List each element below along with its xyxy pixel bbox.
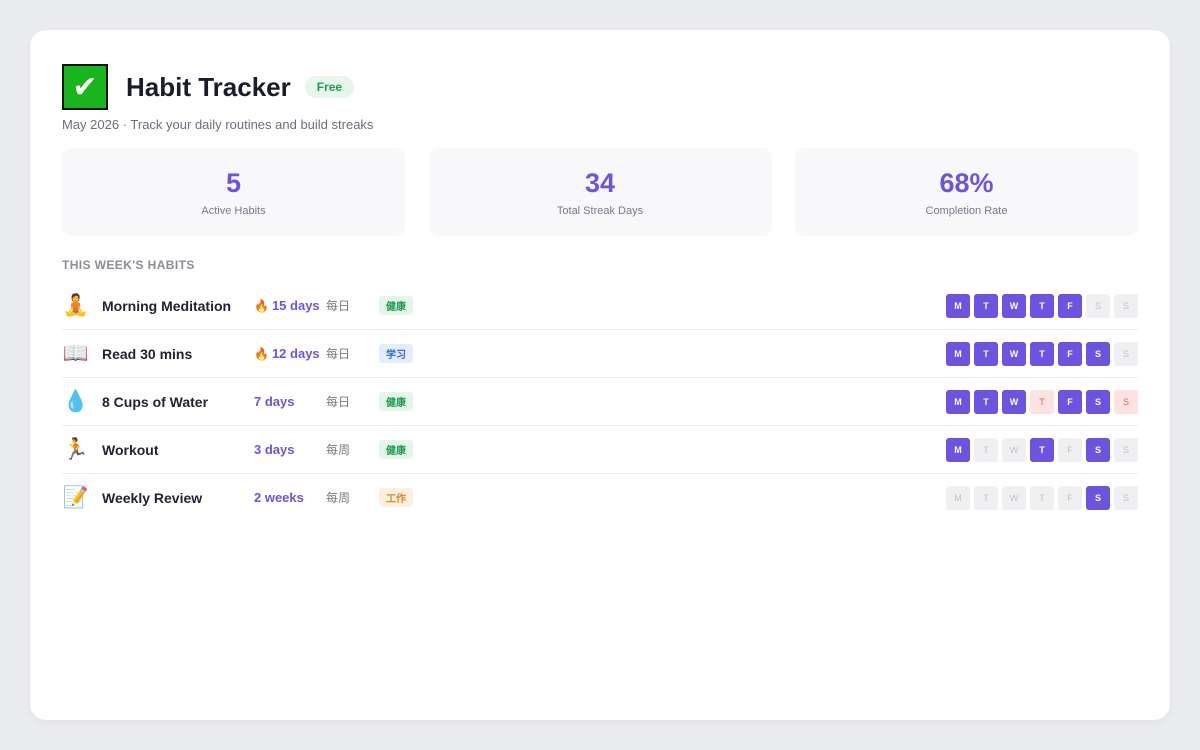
habit-streak: 7 days xyxy=(254,394,294,409)
habit-icon: 📝 xyxy=(62,485,90,509)
streak-value: 12 days xyxy=(271,346,320,361)
day-cell[interactable]: S xyxy=(1114,437,1138,462)
habit-row[interactable]: 🧘 Morning Meditation 🔥 15 days 每日 健康 M T W T F S S xyxy=(62,282,1138,330)
stat-label: Active Habits xyxy=(201,205,266,217)
stats: 5 Active Habits 34 Total Streak Days 68% Comp… xyxy=(62,148,1138,236)
habit-row[interactable]: 📝 Weekly Review 2 weeks 每周 工作 M T W T F S S xyxy=(62,474,1138,521)
day-cell[interactable]: T xyxy=(974,389,998,414)
stat-label: Completion Rate xyxy=(925,205,1008,217)
habit-frequency: 每日 xyxy=(326,395,351,409)
day-cell[interactable]: T xyxy=(1030,293,1054,318)
stat-value: 5 xyxy=(225,168,242,198)
day-cell[interactable]: S xyxy=(1114,485,1138,510)
header: ✔ Habit Tracker Free xyxy=(62,64,355,110)
habit-frequency: 每日 xyxy=(326,299,351,313)
day-cell[interactable]: W xyxy=(1002,293,1026,318)
streak-value: 3 days xyxy=(254,442,295,457)
day-cell[interactable]: F xyxy=(1058,485,1082,510)
day-cell[interactable]: F xyxy=(1058,437,1082,462)
habit-tag: 健康 xyxy=(379,392,413,411)
habit-streak: 🔥 12 days xyxy=(254,346,320,361)
day-cell[interactable]: S xyxy=(1086,293,1110,318)
day-cell[interactable]: T xyxy=(974,341,998,366)
day-cell[interactable]: S xyxy=(1086,485,1110,510)
day-cell[interactable]: M xyxy=(946,389,970,414)
streak-flame: 🔥 xyxy=(254,347,269,361)
habit-streak: 2 weeks xyxy=(254,490,304,505)
day-cell[interactable]: M xyxy=(946,341,970,366)
habit-row[interactable]: 🏃 Workout 3 days 每周 健康 M T W T F S S xyxy=(62,426,1138,474)
day-cell[interactable]: T xyxy=(974,293,998,318)
stat-card: 34 Total Streak Days xyxy=(428,148,772,236)
stat-value: 68% xyxy=(939,168,994,198)
habit-frequency: 每周 xyxy=(326,443,351,457)
habit-name: 8 Cups of Water xyxy=(102,393,209,410)
section-title: THIS WEEK'S HABITS xyxy=(62,258,195,272)
habit-name: Weekly Review xyxy=(102,489,203,506)
stat-card: 5 Active Habits xyxy=(62,148,405,236)
day-cell[interactable]: T xyxy=(1030,341,1054,366)
streak-value: 15 days xyxy=(271,298,320,313)
day-cell[interactable]: T xyxy=(1030,389,1054,414)
day-cell[interactable]: S xyxy=(1086,389,1110,414)
habit-tag: 工作 xyxy=(379,488,413,507)
day-cell[interactable]: W xyxy=(1002,389,1026,414)
plan-badge: Free xyxy=(304,76,355,98)
day-cell[interactable]: F xyxy=(1058,341,1082,366)
day-cell[interactable]: S xyxy=(1086,437,1110,462)
day-cell[interactable]: M xyxy=(946,437,970,462)
habit-row[interactable]: 💧 8 Cups of Water 7 days 每日 健康 M T W T F S S xyxy=(62,378,1138,426)
habit-tag: 健康 xyxy=(379,440,413,459)
day-cell[interactable]: T xyxy=(1030,437,1054,462)
streak-value: 7 days xyxy=(254,394,295,409)
subtitle: May 2026 · Track your daily routines and… xyxy=(62,117,374,132)
stat-value: 34 xyxy=(584,168,616,198)
habit-frequency: 每周 xyxy=(326,491,351,505)
day-cell[interactable]: S xyxy=(1114,389,1138,414)
habit-tag: 学习 xyxy=(379,344,413,363)
day-cell[interactable]: W xyxy=(1002,437,1026,462)
day-cell[interactable]: S xyxy=(1114,293,1138,318)
day-cell[interactable]: W xyxy=(1002,341,1026,366)
streak-flame: 🔥 xyxy=(254,299,269,313)
habit-icon: 🏃 xyxy=(62,437,90,461)
habit-streak: 🔥 15 days xyxy=(254,298,320,313)
habit-frequency: 每日 xyxy=(326,347,351,361)
day-cell[interactable]: M xyxy=(946,485,970,510)
day-cell[interactable]: T xyxy=(974,485,998,510)
habit-name: Read 30 mins xyxy=(102,345,193,362)
habit-name: Morning Meditation xyxy=(102,297,232,314)
day-cell[interactable]: F xyxy=(1058,389,1082,414)
day-cell[interactable]: S xyxy=(1114,341,1138,366)
day-cell[interactable]: T xyxy=(1030,485,1054,510)
habit-streak: 3 days xyxy=(254,442,294,457)
day-cell[interactable]: W xyxy=(1002,485,1026,510)
habit-tag: 健康 xyxy=(379,296,413,315)
streak-value: 2 weeks xyxy=(254,490,304,505)
stat-card: 68% Completion Rate xyxy=(795,148,1138,236)
habit-list: 🧘 Morning Meditation 🔥 15 days 每日 健康 M T W T F S S 📖 R… xyxy=(62,282,1138,521)
day-cell[interactable]: M xyxy=(946,293,970,318)
stat-label: Total Streak Days xyxy=(556,205,644,217)
logo-icon: ✔ xyxy=(62,64,108,110)
day-cell[interactable]: S xyxy=(1086,341,1110,366)
day-cell[interactable]: T xyxy=(974,437,998,462)
habit-row[interactable]: 📖 Read 30 mins 🔥 12 days 每日 学习 M T W T F S S xyxy=(62,330,1138,378)
day-cell[interactable]: F xyxy=(1058,293,1082,318)
habit-name: Workout xyxy=(102,441,159,458)
title: Habit Tracker xyxy=(126,71,291,102)
habit-icon: 🧘 xyxy=(62,293,90,317)
habit-icon: 📖 xyxy=(62,341,90,365)
habit-card: ✔ Habit Tracker Free May 2026 · Track yo… xyxy=(30,30,1170,720)
habit-icon: 💧 xyxy=(62,389,90,413)
